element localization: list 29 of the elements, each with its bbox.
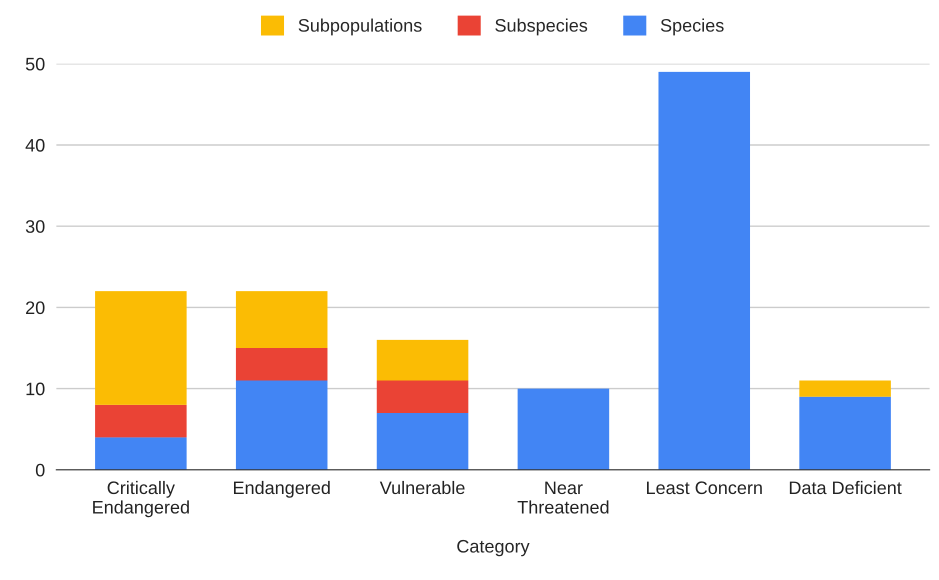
bar [95, 437, 187, 470]
y-tick-label: 10 [26, 382, 45, 396]
x-tick-label: Endangered [234, 480, 330, 498]
bar [236, 291, 328, 348]
x-tick-label: Critically Endangered [93, 480, 189, 518]
bar [799, 380, 891, 397]
x-tick-label: Least Concern [647, 481, 762, 494]
legend-label: Subspecies [495, 18, 588, 36]
bar [799, 396, 891, 470]
bar [376, 412, 468, 470]
bar [236, 380, 328, 470]
bar [376, 340, 468, 380]
x-tick-label: Vulnerable [380, 480, 465, 494]
bar [236, 348, 328, 380]
x-tick-label: Near Threatened [518, 482, 608, 514]
x-axis-title: Category [457, 540, 530, 556]
bar [376, 380, 468, 413]
x-tick-label: Data Deficient [790, 480, 902, 494]
y-tick-label: 40 [26, 138, 45, 152]
bar [658, 72, 750, 470]
y-tick-label: 50 [26, 58, 45, 71]
y-tick-label: 20 [26, 301, 45, 314]
bar [95, 404, 187, 438]
legend-label: Species [660, 18, 724, 36]
y-tick-label: 0 [36, 464, 45, 477]
legend-label: Subpopulations [298, 18, 422, 36]
y-tick-label: 30 [26, 220, 45, 233]
bar [95, 291, 187, 405]
bar [518, 388, 610, 470]
